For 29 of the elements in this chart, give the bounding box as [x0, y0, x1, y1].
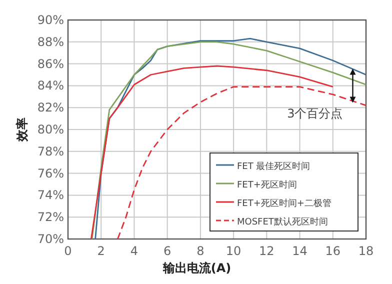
legend-label: FET 最佳死区时间	[237, 161, 310, 172]
x-tick-label: 2	[97, 244, 105, 258]
x-tick-label: 10	[226, 244, 242, 258]
y-tick-label: 82%	[37, 100, 64, 115]
x-tick-label: 0	[64, 244, 72, 258]
x-tick-label: 4	[130, 244, 138, 258]
legend-label: FET+死区时间+二极管	[237, 198, 332, 209]
x-tick-label: 18	[358, 244, 374, 258]
y-tick-label: 78%	[37, 144, 64, 158]
legend-label: MOSFET默认死区时间	[237, 216, 328, 228]
y-axis-title: 效率	[15, 118, 29, 142]
x-tick-label: 8	[196, 244, 204, 258]
y-tick-label: 72%	[37, 210, 64, 224]
line-series	[116, 86, 366, 239]
y-tick-label: 84%	[37, 78, 64, 93]
y-tick-label: 74%	[37, 188, 64, 202]
x-tick-label: 16	[325, 244, 341, 258]
y-tick-label: 90%	[37, 13, 64, 27]
y-tick-label: 80%	[37, 122, 64, 136]
y-tick-label: 76%	[37, 166, 64, 180]
x-tick-label: 14	[292, 244, 308, 258]
legend-label: FET+死区时间	[237, 180, 297, 190]
annotation: 3个百分点	[287, 106, 343, 121]
y-tick-label: 86%	[37, 56, 64, 71]
y-tick-label: 70%	[37, 232, 64, 246]
x-tick-label: 6	[164, 244, 172, 258]
y-tick-label: 88%	[37, 34, 64, 49]
x-tick-label: 12	[259, 244, 274, 258]
x-axis-title: 输出电流(A)	[162, 261, 232, 275]
